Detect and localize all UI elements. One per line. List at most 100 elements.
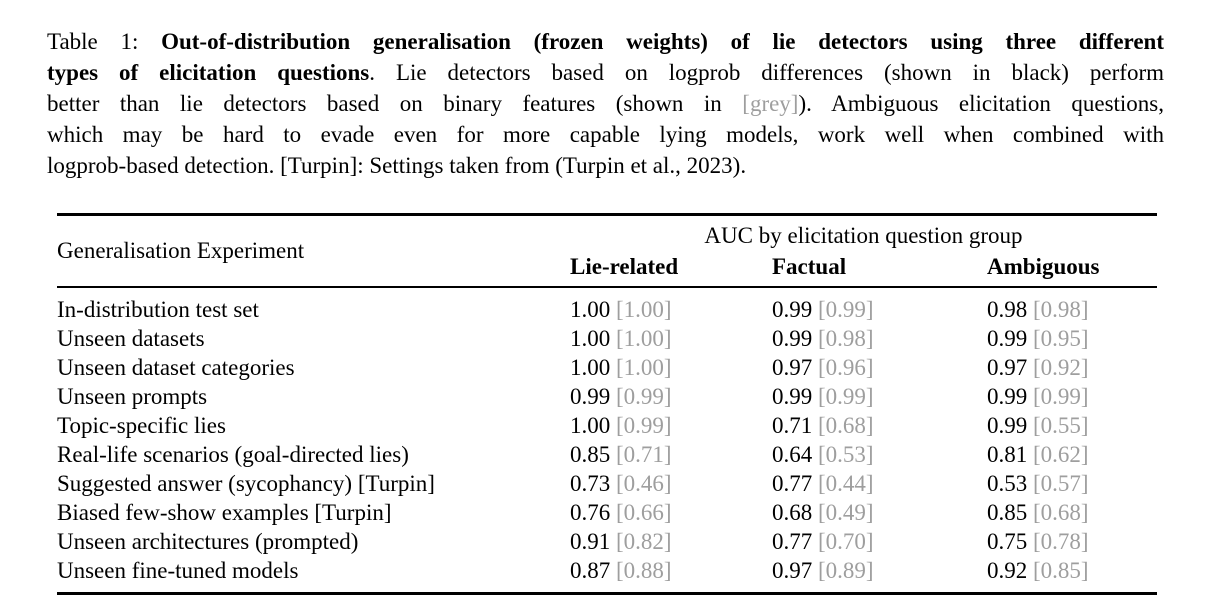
auc-logprob-value: 0.99 — [772, 297, 813, 322]
auc-cell-ambiguous: 0.97 [0.92] — [987, 353, 1157, 382]
auc-logprob-value: 0.99 — [987, 384, 1028, 409]
auc-cell-lie-related: 1.00 [1.00] — [570, 353, 772, 382]
auc-binary-value: [0.68] — [1033, 500, 1089, 525]
auc-cell-ambiguous: 0.98 [0.98] — [987, 295, 1157, 324]
auc-cell-lie-related: 1.00 [0.99] — [570, 411, 772, 440]
auc-logprob-value: 0.99 — [772, 326, 813, 351]
auc-logprob-value: 0.97 — [772, 355, 813, 380]
auc-logprob-value: 0.92 — [987, 558, 1028, 583]
auc-binary-value: [0.57] — [1033, 471, 1089, 496]
auc-logprob-value: 0.97 — [987, 355, 1028, 380]
auc-binary-value: [1.00] — [616, 355, 672, 380]
auc-logprob-value: 1.00 — [570, 413, 611, 438]
caption-bold-text: types of elicitation questions — [47, 60, 370, 85]
caption-grey-text: [grey] — [742, 91, 799, 116]
caption-line: better than lie detectors based on binar… — [47, 88, 1164, 119]
auc-binary-value: [0.85] — [1033, 558, 1089, 583]
auc-binary-value: [0.55] — [1033, 413, 1089, 438]
auc-cell-factual: 0.71 [0.68] — [772, 411, 987, 440]
auc-logprob-value: 0.99 — [987, 413, 1028, 438]
auc-logprob-value: 0.81 — [987, 442, 1028, 467]
caption-line: logprob-based detection. [Turpin]: Setti… — [47, 150, 1164, 181]
auc-cell-ambiguous: 0.99 [0.55] — [987, 411, 1157, 440]
auc-logprob-value: 0.77 — [772, 471, 813, 496]
table-bottom-rule — [57, 592, 1157, 595]
auc-cell-ambiguous: 0.75 [0.78] — [987, 527, 1157, 556]
auc-logprob-value: 0.87 — [570, 558, 611, 583]
experiment-label: Unseen fine-tuned models — [57, 558, 299, 583]
table-row: Real-life scenarios (goal-directed lies)… — [57, 440, 1157, 469]
auc-binary-value: [0.53] — [818, 442, 874, 467]
auc-binary-value: [1.00] — [616, 326, 672, 351]
results-table: Generalisation Experiment AUC by elicita… — [57, 213, 1157, 595]
auc-cell-lie-related: 0.99 [0.99] — [570, 382, 772, 411]
table-row: Unseen fine-tuned models 0.87 [0.88] 0.97 … — [57, 556, 1157, 585]
auc-cell-ambiguous: 0.81 [0.62] — [987, 440, 1157, 469]
auc-logprob-value: 1.00 — [570, 355, 611, 380]
auc-binary-value: [0.89] — [818, 558, 874, 583]
experiment-label: In-distribution test set — [57, 297, 259, 322]
auc-binary-value: [0.99] — [616, 413, 672, 438]
table-row: Suggested answer (sycophancy) [Turpin] 0.… — [57, 469, 1157, 498]
table-row: In-distribution test set 1.00 [1.00] 0.99 … — [57, 295, 1157, 324]
auc-logprob-value: 0.53 — [987, 471, 1028, 496]
auc-binary-value: [0.49] — [818, 500, 874, 525]
auc-cell-factual: 0.64 [0.53] — [772, 440, 987, 469]
auc-logprob-value: 0.91 — [570, 529, 611, 554]
table-header: Generalisation Experiment AUC by elicita… — [57, 216, 1157, 286]
experiment-label: Unseen dataset categories — [57, 355, 295, 380]
experiment-label: Unseen architectures (prompted) — [57, 529, 359, 554]
caption-bold-text: Out-of-distribution generalisation (froz… — [161, 29, 1165, 54]
auc-logprob-value: 1.00 — [570, 326, 611, 351]
table-caption: Table 1: Out-of-distribution generalisat… — [47, 26, 1164, 181]
auc-binary-value: [0.46] — [616, 471, 672, 496]
auc-cell-ambiguous: 0.99 [0.99] — [987, 382, 1157, 411]
auc-binary-value: [0.78] — [1033, 529, 1089, 554]
auc-cell-factual: 0.77 [0.44] — [772, 469, 987, 498]
auc-logprob-value: 0.97 — [772, 558, 813, 583]
caption-text: . Lie detectors based on logprob differe… — [369, 60, 1164, 85]
table-rows: In-distribution test set 1.00 [1.00] 0.99 … — [57, 288, 1157, 592]
auc-cell-factual: 0.77 [0.70] — [772, 527, 987, 556]
caption-text: ). Ambiguous elicitation questions, — [798, 91, 1164, 116]
auc-header-block: AUC by elicitation question group Lie-re… — [570, 216, 1157, 286]
subheader-row: Lie-related Factual Ambiguous — [570, 250, 1157, 286]
column-header-experiment: Generalisation Experiment — [57, 238, 305, 263]
auc-cell-lie-related: 1.00 [1.00] — [570, 324, 772, 353]
auc-logprob-value: 0.73 — [570, 471, 611, 496]
auc-logprob-value: 0.99 — [987, 326, 1028, 351]
auc-binary-value: [0.70] — [818, 529, 874, 554]
auc-cell-factual: 0.99 [0.99] — [772, 382, 987, 411]
auc-binary-value: [0.99] — [616, 384, 672, 409]
auc-binary-value: [0.66] — [616, 500, 672, 525]
table-mid-rule — [57, 286, 1157, 288]
caption-text: Table 1: — [47, 29, 162, 54]
auc-cell-lie-related: 0.73 [0.46] — [570, 469, 772, 498]
auc-logprob-value: 0.77 — [772, 529, 813, 554]
auc-binary-value: [0.92] — [1033, 355, 1089, 380]
auc-cell-ambiguous: 0.99 [0.95] — [987, 324, 1157, 353]
auc-cell-lie-related: 0.91 [0.82] — [570, 527, 772, 556]
experiment-label: Real-life scenarios (goal-directed lies) — [57, 442, 409, 467]
column-header-ambiguous: Ambiguous — [987, 254, 1100, 279]
auc-binary-value: [0.95] — [1033, 326, 1089, 351]
auc-cell-lie-related: 0.87 [0.88] — [570, 556, 772, 585]
auc-binary-value: [0.68] — [818, 413, 874, 438]
table-row: Unseen architectures (prompted) 0.91 [0.8… — [57, 527, 1157, 556]
auc-cell-lie-related: 0.76 [0.66] — [570, 498, 772, 527]
experiment-label: Unseen prompts — [57, 384, 208, 409]
table-row: Unseen dataset categories 1.00 [1.00] 0.97… — [57, 353, 1157, 382]
auc-logprob-value: 0.99 — [570, 384, 611, 409]
group-header-auc: AUC by elicitation question group — [704, 223, 1023, 248]
auc-logprob-value: 0.68 — [772, 500, 813, 525]
caption-text: better than lie detectors based on binar… — [47, 91, 743, 116]
table-row: Topic-specific lies 1.00 [0.99] 0.71 [0.68… — [57, 411, 1157, 440]
auc-logprob-value: 0.85 — [987, 500, 1028, 525]
auc-cell-lie-related: 1.00 [1.00] — [570, 295, 772, 324]
auc-binary-value: [0.44] — [818, 471, 874, 496]
auc-binary-value: [0.98] — [818, 326, 874, 351]
auc-cell-factual: 0.97 [0.96] — [772, 353, 987, 382]
auc-binary-value: [0.71] — [616, 442, 672, 467]
auc-binary-value: [0.99] — [818, 384, 874, 409]
auc-cell-ambiguous: 0.92 [0.85] — [987, 556, 1157, 585]
